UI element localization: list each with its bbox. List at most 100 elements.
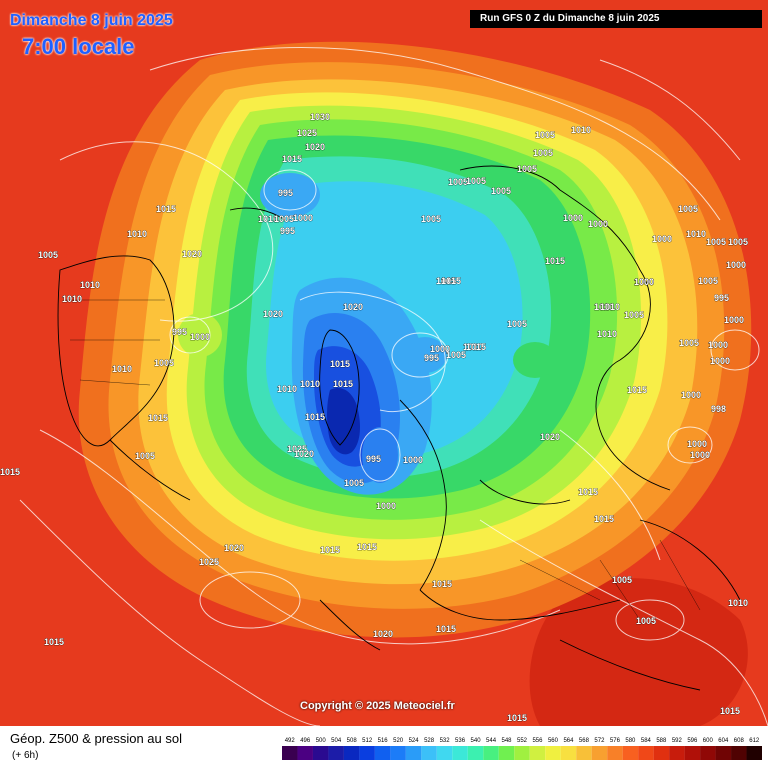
legend-tick-label: 548 — [502, 738, 513, 744]
pressure-label: 1005 — [612, 575, 632, 585]
pressure-label: 1000 — [710, 356, 730, 366]
legend-tick-label: 552 — [517, 738, 528, 744]
pressure-label: 1015 — [436, 624, 456, 634]
pressure-label: 1010 — [571, 125, 591, 135]
legend-tick-label: 516 — [378, 738, 389, 744]
pressure-label: 1015 — [578, 487, 598, 497]
legend-tick-label: 568 — [579, 738, 590, 744]
pressure-label: 1015 — [627, 385, 647, 395]
pressure-label: 1005 — [344, 478, 364, 488]
pressure-label: 995 — [714, 293, 729, 303]
run-info: Run GFS 0 Z du Dimanche 8 juin 2025 — [470, 10, 762, 28]
legend-swatch — [421, 746, 437, 760]
legend-tick-label: 508 — [347, 738, 358, 744]
pressure-label: 1005 — [679, 338, 699, 348]
product-title: Géop. Z500 & pression au sol — [10, 731, 182, 746]
time-title: 7:00 locale — [22, 34, 135, 59]
legend-swatch — [312, 746, 329, 760]
legend-tick-label: 528 — [424, 738, 435, 744]
band-552-low-east — [513, 342, 557, 378]
legend-tick-label: 504 — [331, 738, 342, 744]
legend-tick-label: 600 — [703, 738, 714, 744]
pressure-label: 1005 — [491, 186, 511, 196]
legend-tick-label: 536 — [455, 738, 466, 744]
legend-swatch — [390, 746, 406, 760]
pressure-label: 1015 — [441, 276, 461, 286]
pressure-label: 1010 — [594, 302, 614, 312]
legend-tick-label: 540 — [471, 738, 482, 744]
pressure-label: 1020 — [540, 432, 560, 442]
legend-tick-label: 604 — [718, 738, 729, 744]
pressure-label: 1005 — [535, 130, 555, 140]
legend-tick-label: 592 — [672, 738, 683, 744]
pressure-label: 1005 — [421, 214, 441, 224]
pressure-label: 1000 — [681, 390, 701, 400]
legend-swatch — [622, 746, 639, 760]
pressure-labels: 1030 1025 1020 1015 995 1010 1005 1000 9… — [0, 112, 748, 724]
legend-swatch — [297, 746, 313, 760]
pressure-label: 1025 — [287, 444, 307, 454]
pressure-label: 1005 — [698, 276, 718, 286]
pressure-label: 1015 — [545, 256, 565, 266]
pressure-label: 1015 — [432, 579, 452, 589]
pressure-label: 1000 — [376, 501, 396, 511]
pressure-label: 1020 — [263, 309, 283, 319]
pressure-label: 1010 — [112, 364, 132, 374]
pressure-label: 1030 — [310, 112, 330, 122]
legend-swatch — [452, 746, 468, 760]
pressure-label: 1015 — [282, 154, 302, 164]
pressure-label: 1005 — [446, 350, 466, 360]
legend-tick-label: 612 — [749, 738, 760, 744]
pressure-label: 1015 — [320, 545, 340, 555]
band-528-low-south — [362, 427, 398, 483]
pressure-label: 1000 — [634, 277, 654, 287]
pressure-label: 1010 — [463, 342, 483, 352]
legend-swatch — [638, 746, 654, 760]
borders — [65, 299, 701, 621]
legend-swatch — [498, 746, 515, 760]
pressure-label: 1015 — [436, 276, 456, 286]
pressure-label: 998 — [711, 404, 726, 414]
pressure-label: 1005 — [624, 310, 644, 320]
band-536-low-east — [403, 337, 447, 373]
pressure-label: 1010 — [300, 379, 320, 389]
pressure-label: 1000 — [190, 332, 210, 342]
pressure-label: 1010 — [80, 280, 100, 290]
legend-swatch — [467, 746, 484, 760]
isobars — [19, 47, 768, 726]
legend-tick-label: 608 — [734, 738, 745, 744]
pressure-label: 1015 — [720, 706, 740, 716]
pressure-label: 995 — [366, 454, 381, 464]
pressure-label: 1000 — [726, 260, 746, 270]
pressure-label: 1000 — [708, 340, 728, 350]
pressure-label: 1005 — [448, 177, 468, 187]
pressure-label: 1005 — [466, 176, 486, 186]
pressure-label: 1010 — [62, 294, 82, 304]
legend-swatch — [405, 746, 422, 760]
pressure-label: 1000 — [634, 277, 654, 287]
legend-tick-label: 584 — [641, 738, 652, 744]
pressure-label: 1020 — [224, 543, 244, 553]
pressure-label: 1000 — [293, 213, 313, 223]
pressure-label: 1015 — [156, 204, 176, 214]
legend-swatch — [529, 746, 546, 760]
legend-tick-label: 496 — [300, 738, 311, 744]
legend-swatch — [576, 746, 592, 760]
pressure-label: 1015 — [305, 412, 325, 422]
pressure-label: 1005 — [517, 164, 537, 174]
pressure-label: 1010 — [258, 214, 278, 224]
legend-swatch — [560, 746, 577, 760]
date-title: Dimanche 8 juin 2025 — [10, 12, 173, 29]
pressure-label: 1015 — [0, 467, 20, 477]
pressure-label: 1005 — [678, 204, 698, 214]
legend-tick-label: 500 — [316, 738, 327, 744]
legend-tick-label: 572 — [594, 738, 605, 744]
copyright: Copyright © 2025 Meteociel.fr — [300, 700, 455, 712]
pressure-label: 1005 — [636, 616, 656, 626]
band-548-low-west — [178, 313, 222, 357]
pressure-label: 1005 — [533, 148, 553, 158]
pressure-label: 1005 — [135, 451, 155, 461]
legend-tick-label: 512 — [362, 738, 373, 744]
pressure-label: 1015 — [148, 413, 168, 423]
legend-tick-label: 492 — [285, 738, 296, 744]
